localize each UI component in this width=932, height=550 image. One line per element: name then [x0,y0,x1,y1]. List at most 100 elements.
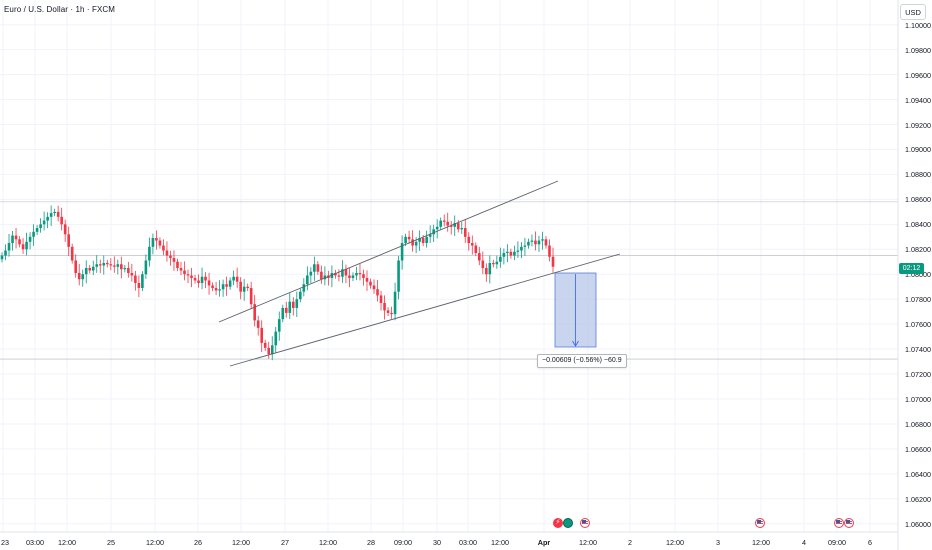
candle-body [477,253,481,261]
candlestick [386,307,390,317]
candlestick [137,275,141,298]
candlestick [162,239,165,256]
candlestick [242,279,246,301]
candle-body [113,265,116,267]
candlestick [442,214,446,227]
candle-body [162,245,165,251]
candle-body [393,291,397,315]
candlestick [134,270,137,291]
candlestick [537,235,541,252]
candlestick [77,263,81,286]
candlestick [98,259,102,274]
candlestick [211,282,214,292]
candlestick [88,264,92,274]
candle-body [418,238,421,242]
price-axis-label: 1.06200 [905,494,931,504]
candle-body [534,240,537,245]
candle-body [523,245,527,247]
candlestick [172,250,176,271]
time-axis-label: 12:00 [232,538,250,547]
candlestick [453,215,457,236]
candle-body [116,264,120,267]
candlestick [260,320,264,352]
candle-body [270,345,274,355]
time-axis-label: 3 [716,538,720,547]
candlestick [246,283,249,292]
candlestick [35,224,39,235]
candlestick [516,241,520,258]
candle-body [404,236,407,244]
candle-body [239,281,242,292]
upper-trendline[interactable] [218,180,559,323]
time-axis-label: 03:00 [26,538,44,547]
candlestick [60,207,63,231]
candlestick [485,263,488,282]
candle-body [499,256,502,262]
candlestick [390,306,393,319]
candle-body [291,301,295,308]
candle-body [53,211,56,214]
candlestick [316,261,320,275]
candle-body [84,268,88,275]
candle-body [400,243,404,261]
candlestick [46,212,49,229]
candle-body [25,241,28,250]
candle-body [130,272,134,276]
candlestick [432,224,435,242]
us-flag-icon[interactable] [755,518,765,528]
symbol-title[interactable]: Euro / U.S. Dollar · 1h · FXCM [4,5,116,14]
candlestick [393,282,397,321]
time-axis-label: 12:00 [146,538,164,547]
candlestick [81,269,85,287]
time-axis-label: 2 [628,538,632,547]
candlestick [313,256,316,281]
candle-body [527,241,530,246]
time-axis-label: 12:00 [491,538,509,547]
candlestick [235,267,239,288]
candlestick [334,269,337,279]
candlestick [186,269,190,284]
price-axis-label: 1.08200 [905,245,931,255]
candle-body [176,261,179,268]
candlestick [84,260,88,284]
us-flag-icon[interactable] [844,518,854,528]
bolt-icon[interactable]: ⚡ [553,518,563,528]
currency-button[interactable]: USD [900,4,926,20]
candlestick [165,241,169,262]
candlestick [200,267,204,290]
candlestick [67,226,70,256]
price-axis-label: 1.07400 [905,345,931,355]
candlestick [267,341,271,359]
us-flag-icon[interactable] [834,518,844,528]
candle-body [372,285,376,290]
candlestick [439,217,442,230]
candle-body [67,234,70,247]
candlestick [323,266,327,286]
candle-body [105,263,109,265]
candle-body [141,274,144,288]
price-axis-label: 1.08000 [905,270,931,280]
price-axis-label: 1.06400 [905,469,931,479]
time-axis-label: 12:00 [666,538,684,547]
price-axis-label: 1.09400 [905,95,931,105]
candlestick [337,269,341,282]
time-axis-label: 03:00 [459,538,477,547]
candle-body [197,280,200,283]
candlestick [169,250,172,266]
candlestick [120,256,123,279]
candle-body [249,287,253,305]
candle-body [442,220,446,222]
candle-body [211,285,214,288]
candle-body [432,229,435,235]
candle-body [169,255,172,259]
lower-trendline[interactable] [229,253,621,367]
candle-body [551,256,555,267]
candle-body [32,231,35,237]
us-flag-icon[interactable] [580,518,590,528]
candlestick [7,233,11,257]
price-axis-label: 1.06000 [905,519,931,529]
clock-icon[interactable] [563,518,573,528]
candle-body [0,255,4,260]
